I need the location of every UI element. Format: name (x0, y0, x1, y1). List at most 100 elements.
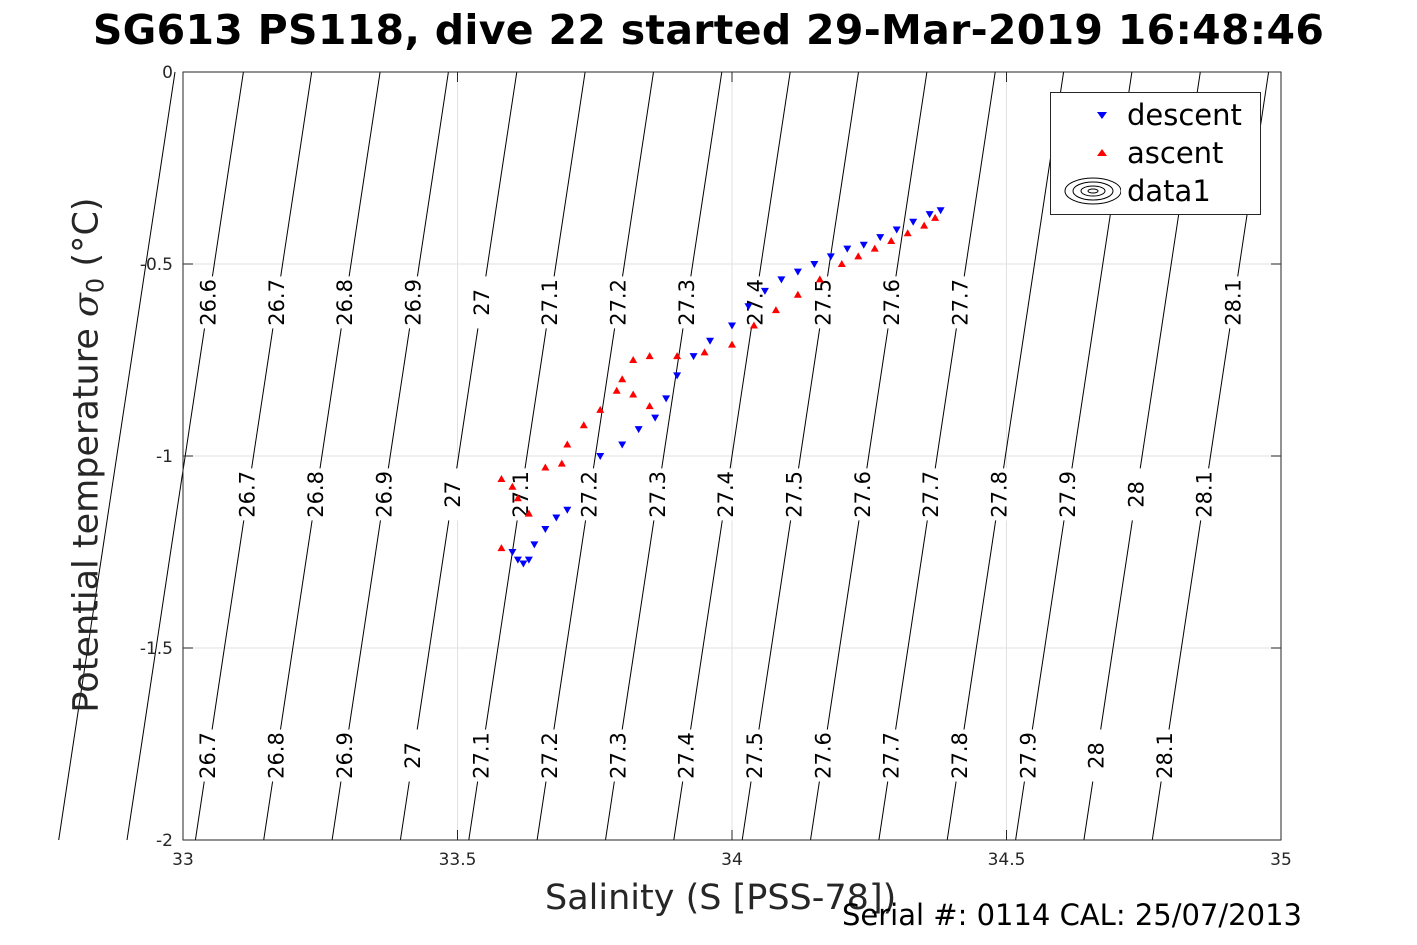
contour-label-bg (234, 468, 261, 521)
contour-ellipse-icon (1064, 177, 1121, 205)
data-point-descent (843, 245, 852, 253)
legend[interactable]: descent ascent data1 (1050, 92, 1261, 215)
data-point-ascent (728, 340, 736, 348)
contour-label-bg (1015, 729, 1042, 782)
data-point-ascent (557, 459, 566, 467)
data-point-ascent (618, 375, 627, 383)
data-point-descent (859, 241, 868, 249)
data-point-descent (519, 560, 528, 568)
data-point-descent (651, 414, 660, 422)
contour-label: 27.5 (783, 471, 807, 518)
contour-label-bg (576, 468, 603, 521)
contour-label-bg (400, 729, 427, 782)
contour-label-bg (468, 276, 495, 329)
data-point-ascent (887, 236, 896, 244)
contour-label-bg (741, 729, 768, 782)
contour-label: 27.3 (675, 279, 699, 326)
data-point-descent (596, 453, 605, 460)
contour-label-bg (742, 276, 769, 329)
isopycnal-contours: 26.6 26.7 26.7 26.7 26.8 26.8 26.8 26.9 26.9 26.9… (58, 71, 1270, 841)
contour-label: 27.1 (538, 279, 562, 326)
y-tick-label: -1 (156, 447, 173, 467)
contour-label: 27.1 (509, 471, 533, 518)
contour-label: 26.6 (196, 279, 220, 326)
legend-item-descent[interactable]: descent (1051, 97, 1260, 133)
isopycnal-line (810, 71, 928, 841)
contour-label-bg (878, 276, 905, 329)
data-point-descent (552, 514, 561, 522)
x-tick-label: 34.5 (988, 850, 1026, 870)
contour-label: 27 (441, 481, 465, 508)
isopycnal-line (399, 71, 518, 841)
contour-label-bg (263, 276, 290, 329)
contour-label: 27.6 (851, 471, 875, 518)
contour-label-bg (303, 468, 330, 521)
contour-label: 27.2 (538, 732, 562, 779)
contour-label-bg (644, 468, 671, 521)
isopycnal-line (194, 71, 313, 841)
legend-item-ascent[interactable]: ascent (1051, 135, 1260, 171)
contour-label: 27.1 (470, 732, 494, 779)
isopycnal-line (536, 71, 654, 841)
contour-label-bg (781, 468, 808, 521)
contour-label: 28.1 (1222, 279, 1246, 326)
isopycnal-line (263, 71, 381, 841)
data-point-descent (673, 372, 682, 380)
contour-label-bg (713, 468, 740, 521)
serial-calibration-text: Serial #: 0114 CAL: 25/07/2013 (842, 898, 1302, 932)
contour-label-bg (536, 729, 563, 782)
x-tick-label: 33.5 (439, 850, 477, 870)
isopycnal-line (58, 71, 176, 841)
contour-label-bg (810, 729, 837, 782)
contour-label: 27 (401, 742, 425, 769)
data-point-ascent (541, 463, 550, 471)
data-point-ascent (920, 221, 929, 229)
contour-label: 28 (1124, 481, 1148, 508)
data-point-descent (777, 276, 786, 284)
isopycnal-line (331, 71, 449, 841)
contour-label: 27.8 (988, 471, 1012, 518)
data-point-descent (563, 506, 572, 514)
data-point-descent (826, 253, 835, 261)
contour-label-bg (263, 729, 290, 782)
legend-label-ascent: ascent (1127, 136, 1224, 170)
legend-item-data1[interactable]: data1 (1051, 173, 1260, 209)
data-point-ascent (931, 213, 940, 221)
data-point-descent (541, 525, 550, 533)
data-point-descent (618, 441, 627, 449)
contour-label: 27.7 (880, 732, 904, 779)
contour-label: 27.2 (607, 279, 631, 326)
contour-label-bg (331, 729, 358, 782)
contour-label-bg (537, 276, 564, 329)
contour-label: 27.7 (948, 279, 972, 326)
data-point-ascent (673, 352, 682, 360)
contour-label: 26.9 (372, 471, 396, 518)
data-point-descent (508, 549, 517, 556)
contour-label: 27.6 (811, 732, 835, 779)
data-point-ascent (771, 306, 780, 314)
contour-label-bg (947, 276, 974, 329)
contour-label-bg (1123, 468, 1150, 521)
contour-label-bg (332, 276, 359, 329)
contour-label-bg (605, 276, 632, 329)
y-tick-label: -2 (156, 831, 173, 851)
contour-label: 26.9 (333, 732, 357, 779)
y-tick-label: 0 (162, 63, 173, 83)
contour-label: 27.5 (743, 732, 767, 779)
contour-label-bg (986, 468, 1013, 521)
contour-label-bg (673, 729, 700, 782)
contour-label: 28.1 (1153, 732, 1177, 779)
x-axis-label: Salinity (S [PSS-78]) (545, 878, 897, 918)
contour-label: 26.8 (304, 471, 328, 518)
contour-label: 27.5 (812, 279, 836, 326)
data-point-ascent (497, 544, 506, 552)
data-point-descent (810, 261, 819, 268)
contour-label: 27.4 (743, 279, 767, 326)
data-point-descent (634, 426, 643, 434)
contour-label: 28 (1085, 742, 1109, 769)
isopycnal-line (673, 71, 791, 841)
data-point-descent (892, 226, 901, 234)
data-point-descent (524, 556, 533, 564)
data-point-ascent (629, 390, 638, 398)
contour-label-bg (468, 729, 495, 782)
